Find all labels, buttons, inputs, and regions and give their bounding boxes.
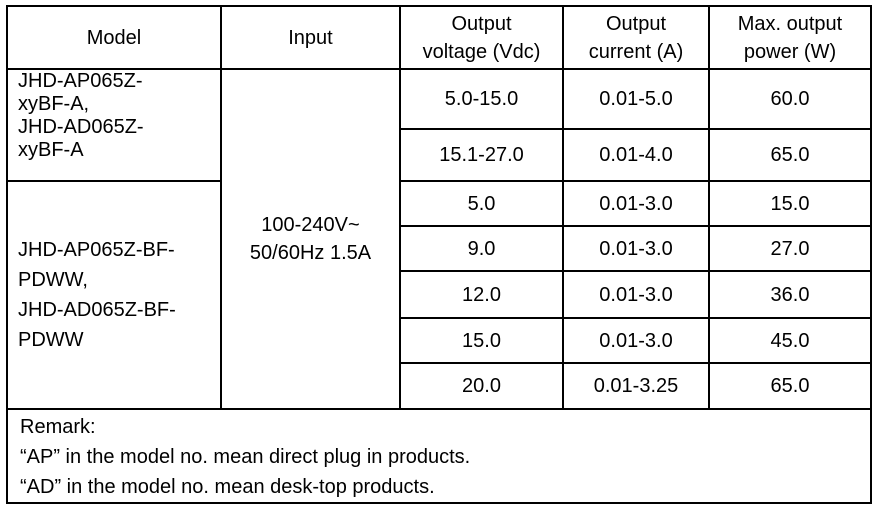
model-cell: JHD-AP065Z-xyBF-A, JHD-AD065Z-xyBF-A (6, 68, 222, 182)
remark-line: “AP” in the model no. mean direct plug i… (20, 446, 471, 468)
voltage-cell: 12.0 (399, 270, 564, 319)
current-cell: 0.01-3.0 (562, 317, 710, 364)
model-cell: JHD-AP065Z-BF- PDWW, JHD-AD065Z-BF- PDWW (6, 180, 222, 410)
remark-row: Remark: “AP” in the model no. mean direc… (6, 408, 872, 504)
power-cell: 65.0 (708, 362, 872, 410)
table-row: JHD-AP065Z-xyBF-A, JHD-AD065Z-xyBF-A 100-… (6, 68, 872, 410)
remark-line: “AD” in the model no. mean desk-top prod… (20, 476, 435, 498)
current-cell: 0.01-3.0 (562, 270, 710, 319)
power-cell: 65.0 (708, 128, 872, 182)
header-current: Output current (A) (562, 5, 710, 70)
current-cell: 0.01-5.0 (562, 68, 710, 130)
specs-table: Model Input Output voltage (Vdc) Output … (6, 5, 872, 504)
table-row: 15.1-27.0 0.01-4.0 65.0 (7, 128, 872, 182)
current-cell: 0.01-3.0 (562, 180, 710, 227)
table-row: 15.0 0.01-3.0 45.0 (7, 317, 872, 364)
header-model: Model (6, 5, 222, 70)
header-input: Input (220, 5, 401, 70)
current-cell: 0.01-3.0 (562, 225, 710, 272)
voltage-cell: 15.0 (399, 317, 564, 364)
voltage-cell: 20.0 (399, 362, 564, 410)
power-cell: 15.0 (708, 180, 872, 227)
header-voltage: Output voltage (Vdc) (399, 5, 564, 70)
header-power: Max. output power (W) (708, 5, 872, 70)
table-row: JHD-AP065Z-BF- PDWW, JHD-AD065Z-BF- PDWW 5.… (6, 180, 872, 410)
current-cell: 0.01-4.0 (562, 128, 710, 182)
power-cell: 60.0 (708, 68, 872, 130)
table-row: 12.0 0.01-3.0 36.0 (7, 270, 872, 319)
voltage-cell: 15.1-27.0 (399, 128, 564, 182)
header-row: Model Input Output voltage (Vdc) Output … (6, 5, 872, 70)
input-cell: 100-240V~ 50/60Hz 1.5A (220, 68, 401, 410)
power-cell: 36.0 (708, 270, 872, 319)
table-row: 20.0 0.01-3.25 65.0 (7, 362, 872, 410)
table-row: 9.0 0.01-3.0 27.0 (7, 225, 872, 272)
voltage-cell: 9.0 (399, 225, 564, 272)
voltage-cell: 5.0 (399, 180, 564, 227)
power-cell: 45.0 (708, 317, 872, 364)
power-cell: 27.0 (708, 225, 872, 272)
remark-title: Remark: (20, 416, 96, 438)
current-cell: 0.01-3.25 (562, 362, 710, 410)
remark-cell: Remark: “AP” in the model no. mean direc… (6, 408, 872, 504)
voltage-cell: 5.0-15.0 (399, 68, 564, 130)
